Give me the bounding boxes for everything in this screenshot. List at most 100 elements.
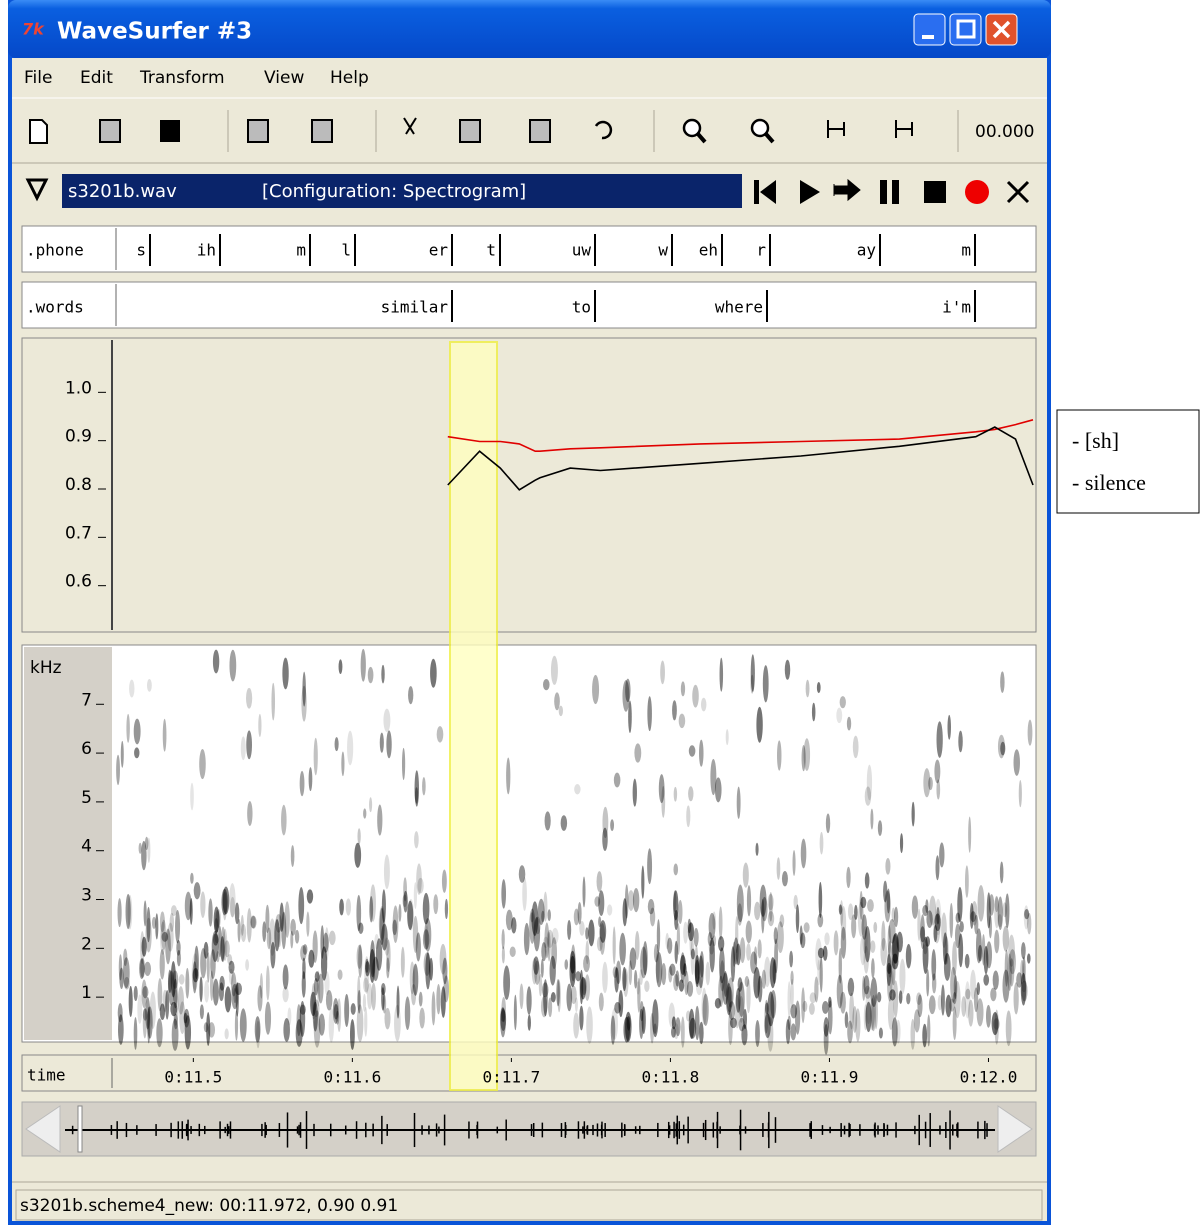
maximize-button[interactable]	[949, 13, 982, 46]
menu-item[interactable]: Transform	[139, 68, 225, 88]
scroll-right[interactable]	[997, 1105, 1033, 1153]
spectrogram-texture	[147, 1006, 153, 1039]
menu-item[interactable]: View	[264, 68, 304, 88]
spectrogram-texture	[439, 943, 447, 975]
spectrogram-texture	[221, 888, 228, 916]
spectrogram-texture	[300, 945, 307, 961]
spectrogram-pane	[21, 644, 1037, 1043]
spectrogram-texture	[409, 961, 415, 995]
record-button[interactable]	[965, 180, 989, 204]
minimize-button[interactable]	[913, 13, 946, 46]
spectrogram-texture	[615, 960, 622, 985]
spectrogram-texture	[801, 987, 805, 1024]
spectrogram-texture	[899, 958, 906, 995]
spectrogram-texture	[369, 948, 376, 983]
stop-button[interactable]	[924, 181, 946, 203]
spectrogram-texture	[614, 967, 619, 993]
spectrogram-texture	[823, 1024, 829, 1055]
spectrogram-texture	[193, 882, 201, 900]
toolbar-button[interactable]	[311, 119, 333, 143]
spectrogram-texture	[828, 996, 832, 1008]
spectrogram-texture	[386, 957, 390, 979]
spectrogram-texture	[531, 958, 538, 985]
words-pane	[21, 281, 1037, 329]
spectrogram-texture	[574, 997, 578, 1013]
toolbar-button[interactable]	[403, 117, 417, 135]
spectrogram-texture	[628, 700, 632, 734]
spectrogram-texture	[610, 819, 615, 832]
toolbar-button[interactable]	[827, 120, 845, 138]
menu-item[interactable]: Edit	[80, 68, 113, 88]
toolbar-button[interactable]	[895, 120, 913, 138]
spectrogram-texture	[518, 865, 526, 883]
collapse-triangle[interactable]	[25, 178, 49, 202]
spectrogram-texture	[144, 836, 149, 850]
spectrogram-texture	[684, 970, 689, 996]
overview-viewport[interactable]	[77, 1105, 83, 1153]
spectrogram-texture	[1013, 982, 1019, 1015]
toolbar-button[interactable]	[459, 119, 481, 143]
spectrogram-texture	[688, 786, 694, 802]
toolbar-button[interactable]	[99, 119, 121, 143]
spectrogram-texture	[722, 972, 729, 1005]
toolbar-button[interactable]	[160, 120, 180, 142]
spectrogram-texture	[250, 915, 257, 929]
spectrogram-texture	[582, 876, 586, 908]
toolbar-button[interactable]	[529, 119, 551, 143]
spectrogram-texture	[891, 1017, 898, 1047]
spectrogram-texture	[596, 936, 603, 952]
spectrogram-texture	[224, 1028, 229, 1040]
phone-segment: w	[658, 241, 668, 260]
spectrogram-texture	[147, 837, 151, 863]
selection[interactable]	[449, 341, 498, 1091]
spectrogram-texture	[240, 923, 247, 943]
close-sound-button[interactable]	[1006, 180, 1030, 204]
spectrogram-texture	[229, 883, 236, 918]
menu-item[interactable]: File	[24, 68, 52, 88]
spectrogram-texture	[975, 928, 982, 964]
spectrogram-texture	[206, 952, 210, 983]
spectrogram-texture	[176, 949, 181, 967]
spectrogram-texture	[183, 1012, 188, 1024]
spectrogram-texture	[337, 998, 342, 1033]
spectrogram-texture	[165, 928, 171, 965]
spectrogram-texture	[146, 678, 152, 692]
spectrogram-texture	[501, 879, 507, 909]
spectrogram-texture	[364, 956, 370, 994]
spectrogram-texture	[647, 848, 653, 885]
scroll-left[interactable]	[25, 1105, 61, 1153]
spectrogram-texture	[184, 891, 192, 921]
spectrogram-texture	[817, 913, 824, 928]
spectrogram-texture	[618, 990, 624, 1018]
spectrogram-texture	[414, 831, 419, 849]
spectrogram-texture	[230, 896, 236, 918]
menu-item[interactable]: Help	[330, 68, 369, 88]
spectrogram-texture	[739, 937, 746, 964]
spectrogram-texture	[222, 928, 228, 961]
spectrogram-texture	[910, 1018, 916, 1050]
play-button[interactable]	[800, 180, 820, 204]
toolbar-button[interactable]	[29, 119, 48, 144]
pause-button[interactable]	[880, 180, 899, 204]
spectrogram-texture	[416, 863, 422, 895]
spectrogram-texture	[649, 907, 656, 927]
rewind-button[interactable]	[754, 180, 776, 204]
spectrogram-texture	[356, 894, 362, 932]
spectrogram-texture	[855, 1008, 861, 1042]
spectrogram-texture	[776, 740, 782, 771]
spectrogram-texture	[1016, 972, 1023, 988]
spectrogram-texture	[374, 933, 379, 950]
spectrogram-texture	[602, 961, 608, 994]
spectrogram-texture	[145, 917, 152, 953]
toolbar-button[interactable]	[594, 120, 613, 140]
spectrogram-texture	[680, 681, 686, 697]
spectrogram-texture	[838, 947, 842, 984]
toolbar-button[interactable]	[247, 119, 269, 143]
toolbar-button[interactable]	[682, 118, 707, 144]
loop-button[interactable]	[833, 178, 861, 202]
spectrogram-texture	[522, 877, 527, 911]
spectrogram-texture	[776, 921, 784, 954]
toolbar-button[interactable]	[750, 118, 775, 144]
spectrogram-texture	[259, 972, 263, 999]
icon	[594, 120, 613, 140]
